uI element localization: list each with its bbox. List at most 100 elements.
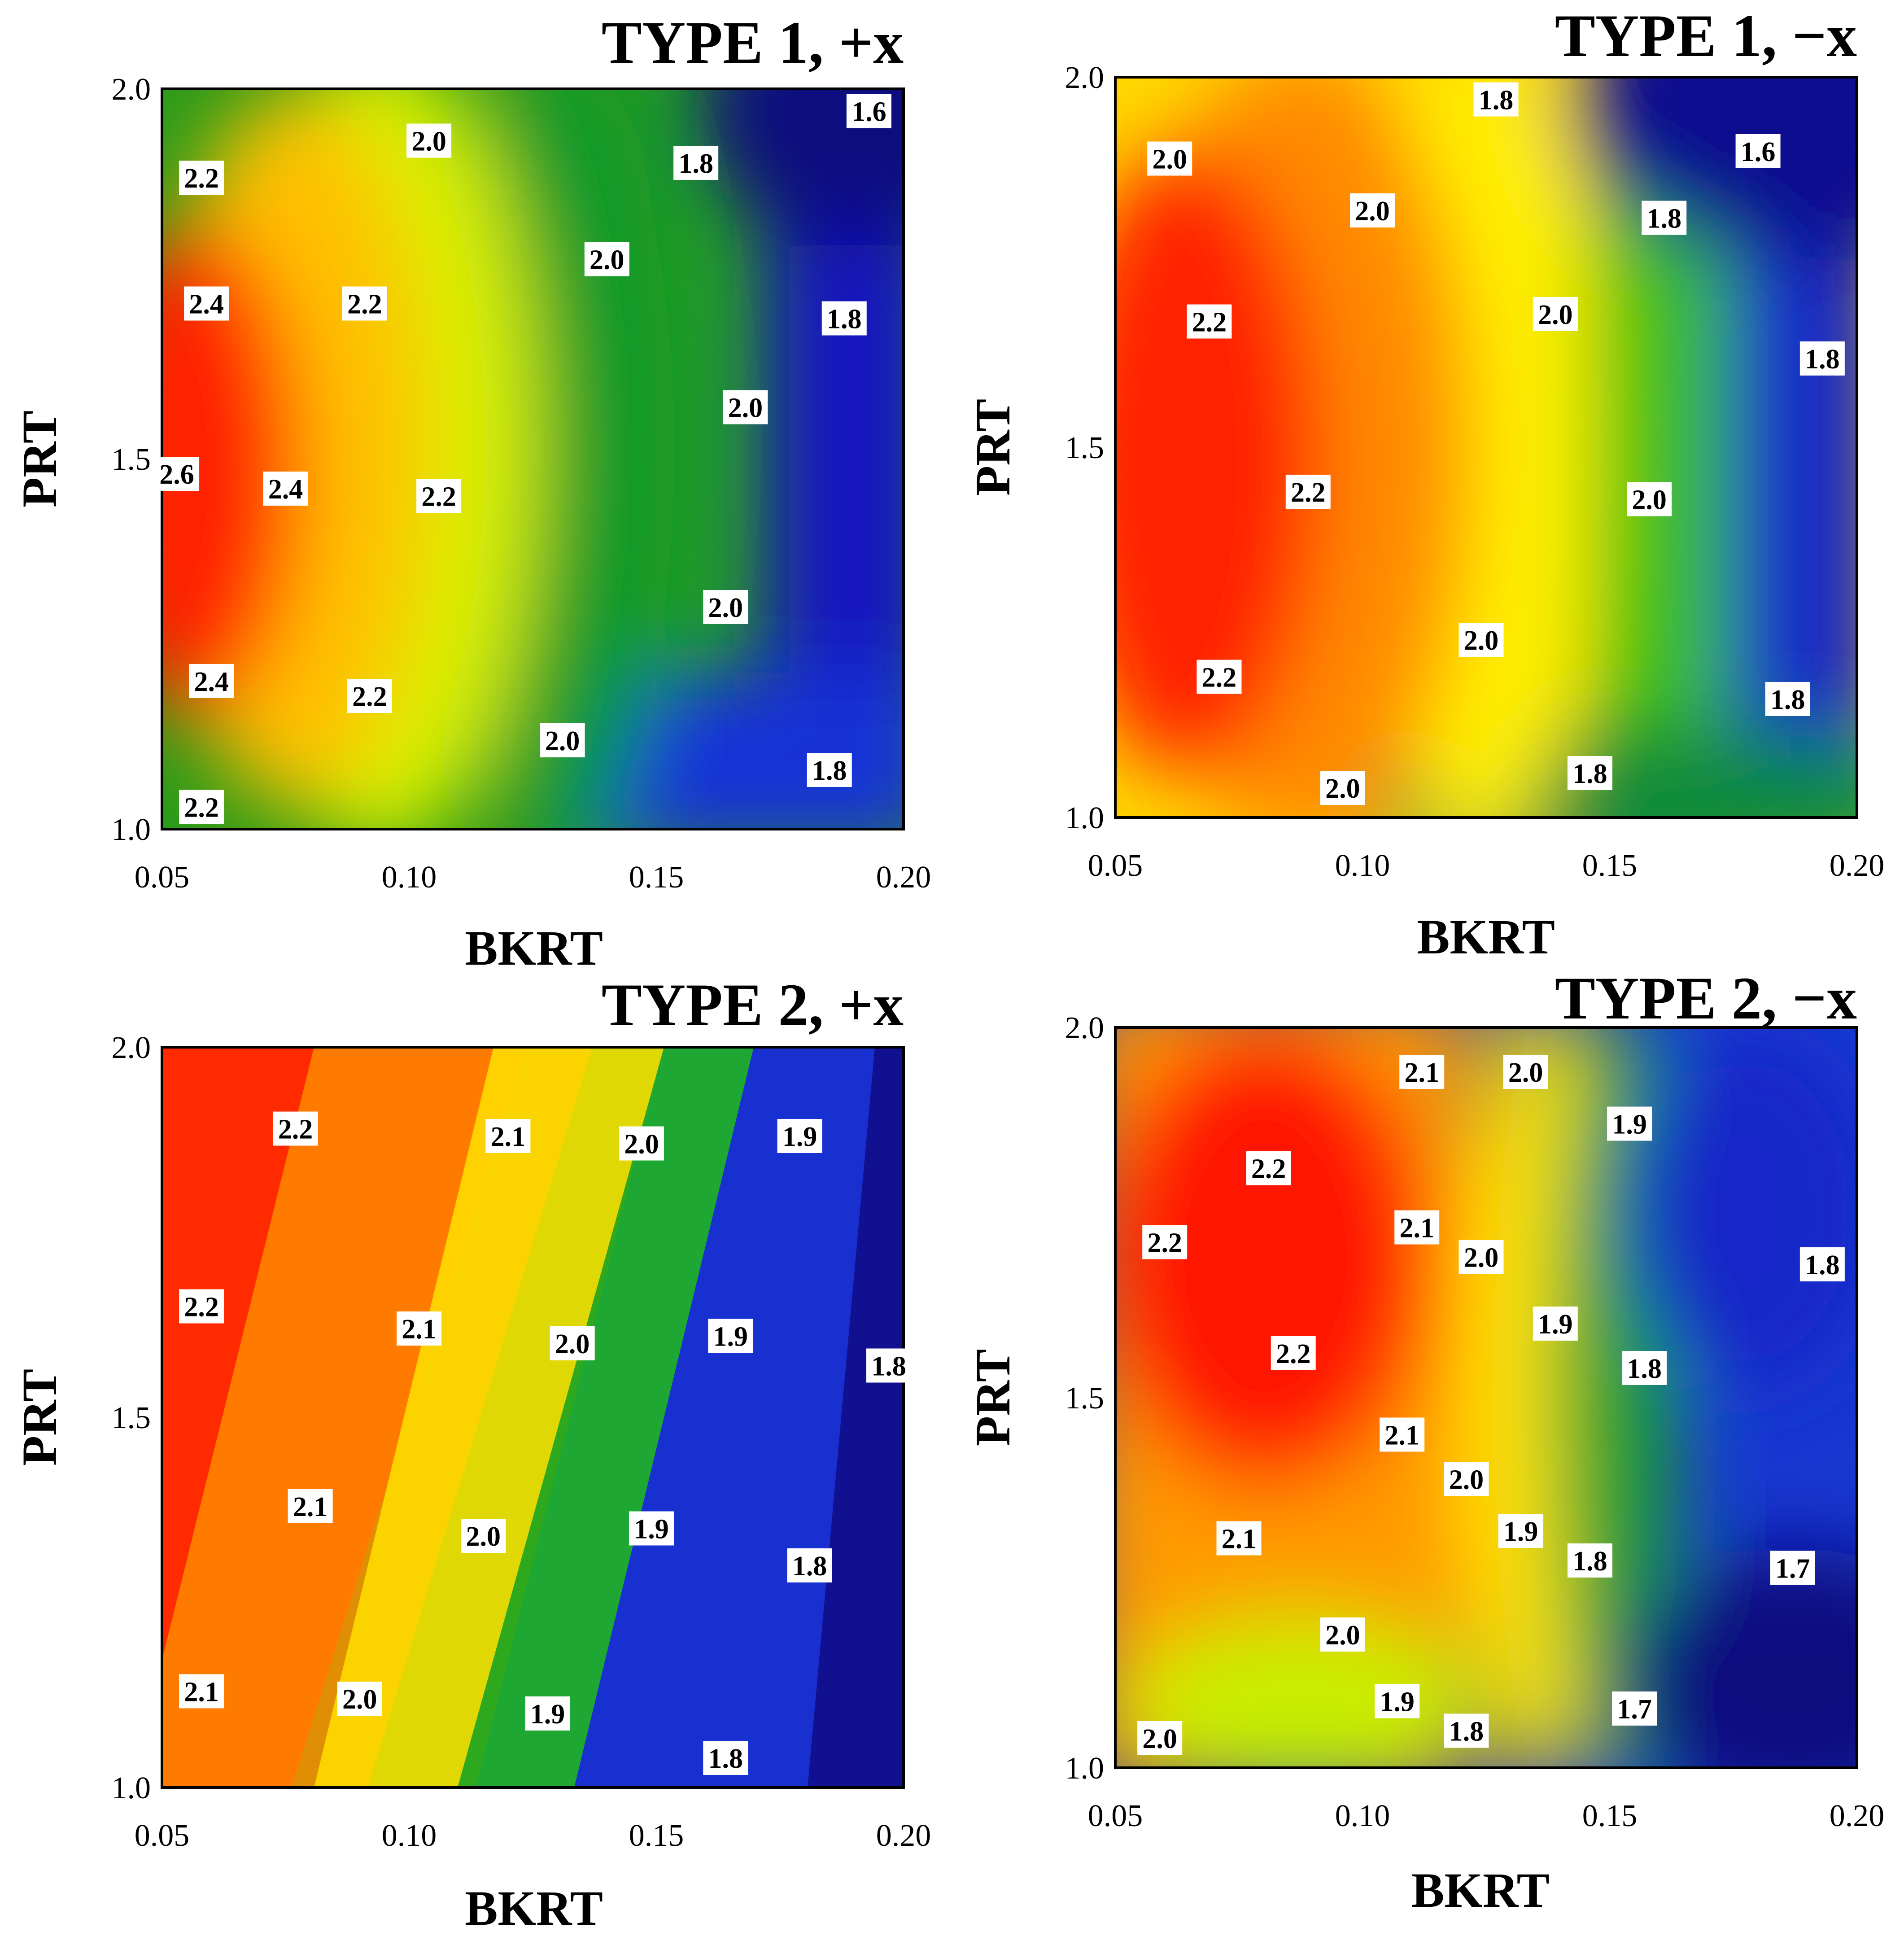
contour-label-box [1503,1055,1548,1089]
panel-type1-plus-x: 0.05 0.10 0.15 0.20 BKRT 1.0 1.5 2.0 PRT… [12,9,931,975]
contour-label-text: 2.2 [1291,477,1326,508]
contour-label-box [1285,475,1331,509]
y-axis-label: PRT [965,399,1020,496]
x-tick-label: 0.10 [1335,1799,1390,1833]
y-tick-label: 1.0 [112,813,151,847]
contour-labels: 2.2 2.2 2.2 2.0 2.0 2.0 2.0 2.0 2.0 1.8 1.8 1.8 1.8 1… [1147,82,1845,805]
contour-label-box [1799,1247,1845,1281]
contour-label-box [179,1289,224,1324]
contour-label-text: 2.2 [278,1114,313,1145]
contour-label: 2.2 [179,161,224,195]
x-tick-label: 0.20 [876,860,931,895]
contour-label-text: 2.2 [347,289,382,320]
contour-field [162,1047,904,1788]
contour-label-box [1459,623,1504,657]
contour-label-text: 1.8 [678,149,713,179]
contour-label: 2.0 [337,1682,382,1716]
contour-label: 2.1 [1216,1521,1262,1556]
contour-label: 2.0 [540,723,585,757]
contour-label-text: 1.8 [1572,759,1607,789]
contour-label: 2.0 [1320,1617,1365,1652]
y-tick-label: 2.0 [112,1031,151,1065]
contour-label-box [703,1741,748,1775]
contour-label-box [1380,1417,1425,1452]
x-axis-label: BKRT [1411,1863,1550,1918]
contour-field [1115,77,1857,817]
contour-label-text: 2.2 [184,163,219,194]
contour-label: 1.8 [703,1741,748,1775]
contour-label: 1.8 [1567,756,1612,790]
contour-label: 1.8 [673,146,719,180]
contour-label-text: 1.8 [1770,685,1805,715]
contour-label: 2.0 [1533,297,1578,331]
panel-title: TYPE 1, −x [1555,3,1857,70]
contour-label: 2.0 [1350,193,1395,227]
contour-label: 1.8 [1622,1351,1667,1385]
contour-label-text: 2.1 [402,1314,437,1345]
contour-label: 2.0 [1503,1055,1548,1089]
contour-label-box [821,301,867,336]
contour-label-box [1216,1521,1262,1556]
contour-label: 1.8 [1799,341,1845,376]
contour-label-text: 2.0 [1464,1243,1499,1273]
contour-label-text: 2.0 [1325,1620,1360,1651]
contour-label-text: 2.0 [1152,144,1187,175]
contour-label-text: 2.6 [159,459,194,490]
contour-label-text: 2.0 [1464,625,1499,656]
contour-label-box [629,1511,674,1546]
contour-label: 2.2 [1285,475,1331,509]
x-tick-label: 0.15 [1582,848,1638,883]
contour-label-text: 1.6 [852,97,886,127]
x-axis: 0.05 0.10 0.15 0.20 BKRT [1088,848,1885,964]
contour-label-box [1187,304,1232,339]
contour-label-text: 1.9 [782,1122,817,1152]
x-tick-label: 0.05 [1088,1799,1143,1833]
contour-label-text: 1.6 [1741,137,1776,167]
contour-label-box [708,1319,753,1353]
panel-title: TYPE 2, −x [1555,965,1857,1032]
contour-label-box [1770,1551,1815,1585]
contour-label-box [1612,1691,1657,1726]
contour-label-text: 1.8 [1449,1717,1484,1747]
contour-label-text: 1.9 [1503,1517,1538,1547]
x-tick-label: 0.10 [1335,848,1390,883]
contour-label-text: 2.0 [590,245,624,275]
contour-label: 2.2 [179,1289,224,1324]
y-axis-label: PRT [965,1349,1020,1446]
contour-label-box [1147,141,1192,176]
contour-label: 2.2 [1271,1336,1316,1370]
x-tick-label: 0.10 [382,860,437,895]
contour-label-box [189,664,234,698]
contour-label-box [397,1311,442,1346]
contour-label: 1.8 [866,1348,911,1383]
contour-label: 1.8 [1473,82,1519,117]
contour-label-box [179,790,224,824]
contour-label-box [584,242,629,276]
contour-label-box [416,479,462,513]
contour-label-text: 2.0 [708,593,743,623]
contour-label: 2.0 [550,1326,595,1360]
contour-label: 1.8 [1567,1543,1612,1578]
contour-label: 1.9 [777,1119,822,1153]
x-tick-label: 0.20 [1830,848,1885,883]
contour-label-box [525,1696,570,1731]
contour-label-text: 1.7 [1775,1554,1810,1584]
contour-label: 1.7 [1770,1551,1815,1585]
y-axis-label: PRT [12,1369,67,1466]
contour-label-text: 1.9 [530,1699,565,1730]
contour-label-box [540,723,585,757]
contour-label-box [1627,482,1672,516]
contour-label: 2.0 [584,242,629,276]
contour-label: 2.6 [154,457,200,491]
x-axis: 0.05 0.10 0.15 0.20 BKRT [135,1818,931,1936]
y-axis: 1.0 1.5 2.0 PRT [965,61,1104,835]
contour-label-box [619,1126,664,1161]
panel-title: TYPE 2, +x [602,972,904,1039]
contour-label-box [1799,341,1845,376]
contour-label-text: 1.8 [708,1744,743,1774]
panel-type2-minus-x: 0.05 0.10 0.15 0.20 BKRT 1.0 1.5 2.0 PRT… [965,965,1884,1918]
contour-label-text: 2.4 [189,289,224,320]
contour-label-box [179,161,224,195]
contour-label-text: 1.8 [1805,344,1840,375]
y-axis: 1.0 1.5 2.0 PRT [965,1011,1104,1786]
